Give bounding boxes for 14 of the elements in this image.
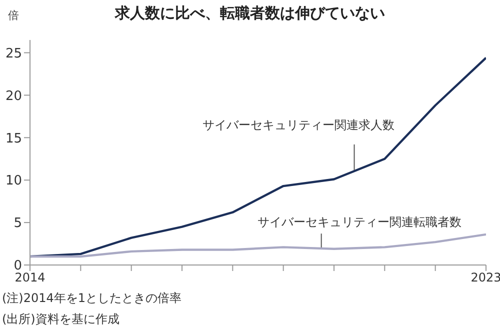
y-tick-label: 20: [5, 88, 22, 104]
x-tick-label: 2023: [470, 270, 500, 285]
line-series: [30, 56, 486, 258]
chart-title: 求人数に比べ、転職者数は伸びていない: [115, 4, 385, 22]
y-tick-label: 15: [5, 131, 22, 146]
y-axis-title: 倍: [8, 8, 19, 23]
series-label: サイバーセキュリティー関連転職者数: [257, 214, 462, 229]
text: (出所)資料を基に作成: [2, 311, 120, 328]
text: (注)2014年を1としたときの倍率: [2, 290, 182, 307]
y-tick-label: 10: [5, 174, 22, 189]
y-tick-label: 25: [5, 46, 22, 62]
line-series: [30, 233, 486, 258]
series-label: サイバーセキュリティー関連求人数: [202, 118, 395, 132]
y-tick-label: 5: [14, 216, 22, 232]
